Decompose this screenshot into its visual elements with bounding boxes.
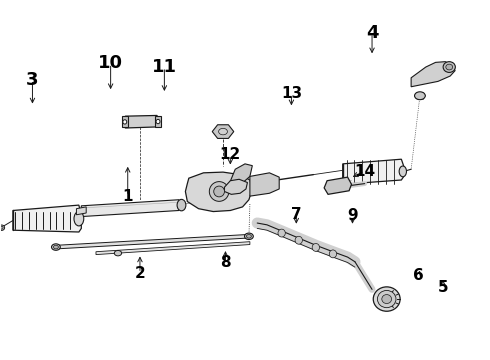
Ellipse shape bbox=[377, 291, 396, 308]
Text: 4: 4 bbox=[366, 24, 378, 42]
Polygon shape bbox=[229, 164, 252, 184]
Ellipse shape bbox=[443, 62, 455, 72]
Polygon shape bbox=[96, 242, 250, 255]
Ellipse shape bbox=[382, 294, 392, 303]
Ellipse shape bbox=[214, 186, 224, 197]
Ellipse shape bbox=[0, 225, 4, 230]
Text: 8: 8 bbox=[220, 255, 231, 270]
Polygon shape bbox=[411, 62, 455, 87]
Ellipse shape bbox=[156, 120, 160, 124]
Polygon shape bbox=[343, 159, 404, 184]
Polygon shape bbox=[250, 173, 279, 196]
Polygon shape bbox=[13, 205, 81, 232]
Text: 3: 3 bbox=[26, 71, 39, 89]
Ellipse shape bbox=[246, 234, 251, 238]
Polygon shape bbox=[324, 177, 351, 194]
Polygon shape bbox=[212, 125, 234, 138]
Text: 5: 5 bbox=[438, 280, 448, 295]
Ellipse shape bbox=[446, 64, 453, 70]
Text: 11: 11 bbox=[152, 58, 177, 76]
Ellipse shape bbox=[415, 92, 425, 100]
Polygon shape bbox=[155, 116, 161, 127]
Ellipse shape bbox=[329, 250, 337, 258]
Ellipse shape bbox=[295, 236, 302, 244]
Ellipse shape bbox=[373, 287, 400, 311]
Polygon shape bbox=[122, 116, 128, 127]
Polygon shape bbox=[81, 200, 179, 217]
Text: 7: 7 bbox=[291, 207, 302, 221]
Ellipse shape bbox=[312, 243, 319, 251]
Ellipse shape bbox=[74, 212, 84, 226]
Text: 12: 12 bbox=[220, 147, 241, 162]
Polygon shape bbox=[76, 207, 86, 215]
Ellipse shape bbox=[0, 226, 3, 229]
Text: 13: 13 bbox=[281, 86, 302, 102]
Ellipse shape bbox=[123, 120, 127, 124]
Text: 1: 1 bbox=[122, 189, 133, 204]
Ellipse shape bbox=[177, 199, 186, 211]
Polygon shape bbox=[224, 179, 247, 194]
Text: 9: 9 bbox=[347, 208, 358, 223]
Polygon shape bbox=[185, 172, 252, 212]
Text: 14: 14 bbox=[354, 163, 375, 179]
Ellipse shape bbox=[219, 129, 227, 135]
Ellipse shape bbox=[51, 244, 60, 250]
Ellipse shape bbox=[209, 181, 229, 201]
Ellipse shape bbox=[278, 229, 285, 237]
Text: 2: 2 bbox=[135, 266, 146, 281]
Polygon shape bbox=[57, 234, 247, 249]
Ellipse shape bbox=[114, 251, 122, 256]
Polygon shape bbox=[124, 116, 158, 128]
Text: 6: 6 bbox=[413, 267, 424, 283]
Ellipse shape bbox=[399, 166, 407, 177]
Ellipse shape bbox=[53, 245, 58, 249]
Ellipse shape bbox=[245, 233, 253, 239]
Text: 10: 10 bbox=[98, 54, 123, 72]
